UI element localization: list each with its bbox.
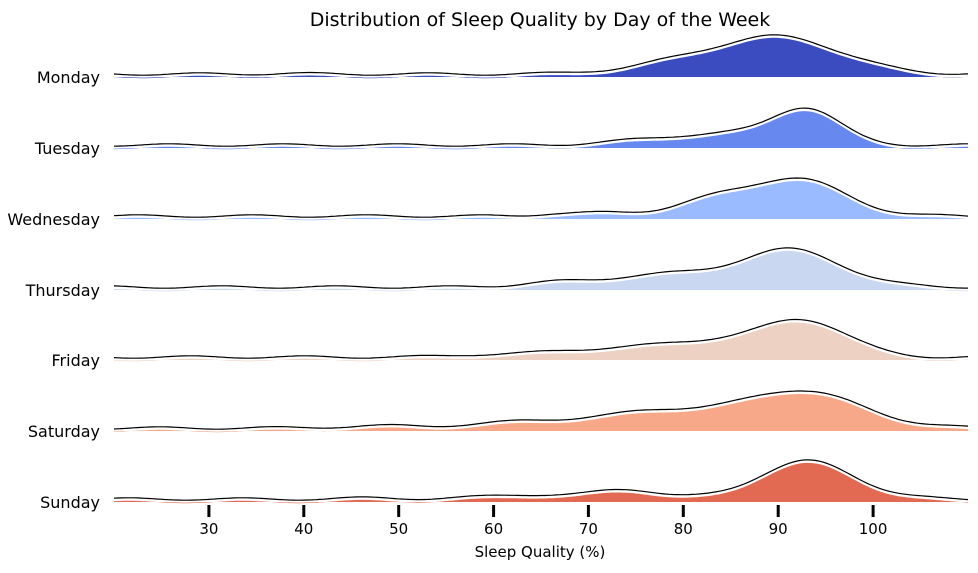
x-axis-ticks: 30 40 50 60 70 80 90 100 <box>199 505 887 538</box>
day-label-thursday: Thursday <box>25 281 100 300</box>
chart-title: Distribution of Sleep Quality by Day of … <box>310 9 771 31</box>
ridge-thursday: Thursday <box>25 247 968 300</box>
ridge-saturday: Saturday <box>28 390 969 441</box>
ridge-highlight-saturday <box>113 391 969 432</box>
x-tick-label-40: 40 <box>294 520 313 538</box>
day-label-sunday: Sunday <box>40 493 100 512</box>
x-tick-label-30: 30 <box>199 520 218 538</box>
ridge-outline-sunday <box>113 459 969 501</box>
ridge-highlight-wednesday <box>113 178 969 220</box>
ridge-highlight-tuesday <box>113 108 968 149</box>
ridge-outline-tuesday <box>113 107 968 147</box>
ridge-outline-wednesday <box>113 177 969 218</box>
day-label-tuesday: Tuesday <box>34 139 100 158</box>
ridge-fill-thursday <box>114 250 968 292</box>
ridge-outline-saturday <box>113 390 969 430</box>
ridge-friday: Friday <box>52 318 969 370</box>
day-label-wednesday: Wednesday <box>7 210 100 229</box>
ridge-fill-monday <box>114 37 968 79</box>
x-tick-label-60: 60 <box>484 520 503 538</box>
ridges-group: Monday Tuesday Wednesday Thursday Friday Satu… <box>7 34 969 512</box>
ridge-outline-thursday <box>113 247 968 289</box>
ridge-sunday: Sunday <box>40 459 969 512</box>
ridge-highlight-sunday <box>113 460 969 503</box>
x-tick-label-70: 70 <box>579 520 598 538</box>
day-label-monday: Monday <box>37 68 100 87</box>
ridge-wednesday: Wednesday <box>7 177 969 229</box>
x-axis-label: Sleep Quality (%) <box>475 543 606 561</box>
x-tick-label-50: 50 <box>389 520 408 538</box>
ridge-outline-monday <box>113 34 969 76</box>
ridge-monday: Monday <box>37 34 969 87</box>
day-label-saturday: Saturday <box>28 422 100 441</box>
ridge-fill-wednesday <box>114 181 968 221</box>
ridge-fill-tuesday <box>114 111 968 150</box>
ridge-highlight-monday <box>113 35 969 78</box>
ridge-tuesday: Tuesday <box>34 107 968 158</box>
ridge-fill-friday <box>114 322 968 362</box>
day-label-friday: Friday <box>52 351 101 370</box>
ridge-highlight-thursday <box>113 248 968 291</box>
ridge-outline-friday <box>113 318 969 359</box>
ridge-fill-sunday <box>114 462 968 504</box>
x-tick-label-80: 80 <box>674 520 693 538</box>
ridge-fill-saturday <box>114 394 968 433</box>
x-tick-label-100: 100 <box>859 520 888 538</box>
x-tick-label-90: 90 <box>769 520 788 538</box>
ridge-highlight-friday <box>113 319 969 361</box>
